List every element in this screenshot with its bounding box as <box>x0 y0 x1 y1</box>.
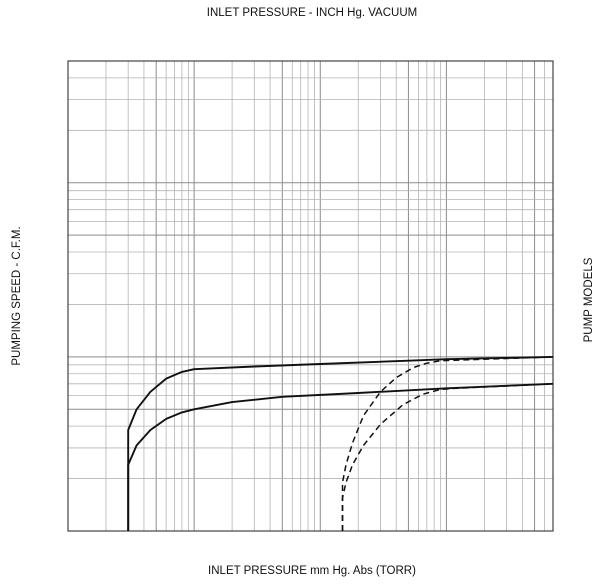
y-axis-title: PUMPING SPEED - C.F.M. <box>11 226 23 365</box>
top-axis-title: INLET PRESSURE - INCH Hg. VACUUM <box>207 7 417 19</box>
series-line-pvl-15 <box>127 355 554 531</box>
plot-area-border <box>67 60 554 532</box>
x-axis-title: INLET PRESSURE mm Hg. Abs (TORR) <box>208 565 416 577</box>
series-group <box>127 355 554 531</box>
series-line-pvl-10 <box>127 382 554 531</box>
right-axis-title: PUMP MODELS <box>583 257 595 342</box>
grid <box>67 60 554 532</box>
series-line-pvl-b-15 <box>341 356 554 531</box>
plot-frame <box>67 60 554 532</box>
series-line-pvl-b-10 <box>341 383 554 531</box>
